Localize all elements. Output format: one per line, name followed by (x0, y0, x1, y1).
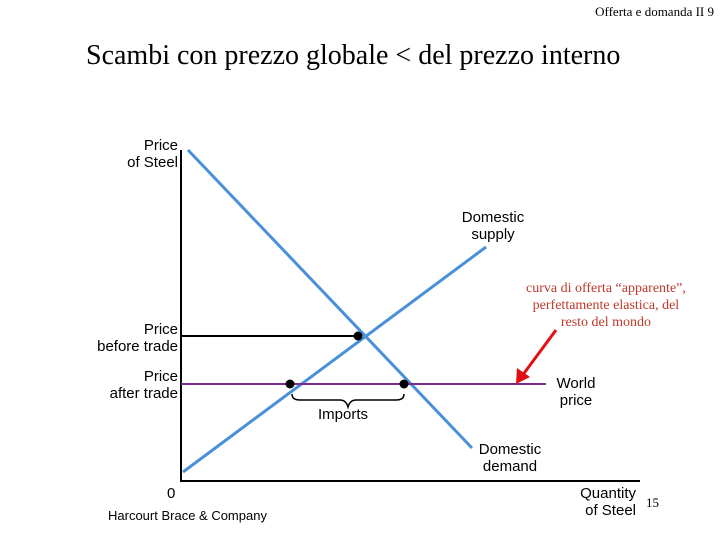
domestic-supply-curve (182, 245, 487, 474)
world-price-label: World price (556, 375, 596, 409)
origin-label: 0 (167, 485, 176, 502)
x-axis-label: Quantity of Steel (580, 485, 636, 519)
annotation-arrow-head (516, 368, 530, 384)
page-number: 15 (646, 495, 659, 510)
domestic-supply-label: Domestic supply (461, 209, 525, 243)
publisher-credit: Harcourt Brace & Company (108, 508, 267, 523)
y-axis-label: Price of Steel (127, 137, 178, 171)
domestic-demand-curve (186, 148, 474, 450)
slide-title: Scambi con prezzo globale < del prezzo i… (86, 40, 621, 71)
imports-label: Imports (318, 406, 369, 423)
equilibrium-point (353, 331, 363, 341)
domestic-demand-point (399, 379, 409, 389)
price-after-trade-label: Price after trade (109, 368, 178, 402)
imports-brace (291, 393, 405, 410)
slide-header: Offerta e domanda II 9 (595, 4, 714, 19)
apparent-supply-annotation: curva di offerta “apparente”, perfettame… (526, 281, 686, 330)
price-before-trade-label: Price before trade (97, 321, 178, 355)
annotation-arrow-shaft (520, 329, 558, 377)
domestic-demand-label: Domestic demand (478, 441, 542, 475)
domestic-supply-point (285, 379, 295, 389)
